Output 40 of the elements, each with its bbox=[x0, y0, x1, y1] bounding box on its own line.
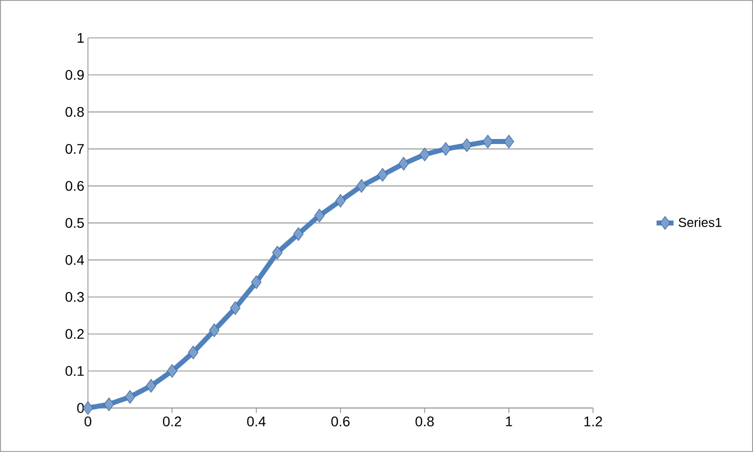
point bbox=[104, 398, 114, 412]
y-tick-label: 0.2 bbox=[66, 329, 84, 339]
x-tick-label: 1 bbox=[506, 416, 512, 426]
point bbox=[335, 194, 346, 208]
point bbox=[356, 179, 367, 193]
y-tick-label: 0.7 bbox=[66, 144, 84, 154]
x-tick-label: 0.2 bbox=[162, 416, 182, 426]
point bbox=[251, 275, 262, 290]
point bbox=[124, 390, 136, 404]
y-tick-label: 0 bbox=[77, 403, 84, 413]
y-tick-label: 0.8 bbox=[66, 107, 84, 117]
x-tick-label: 0.6 bbox=[331, 416, 350, 426]
point bbox=[398, 156, 409, 171]
x-tick-label: 0 bbox=[84, 416, 92, 426]
point bbox=[462, 138, 472, 152]
point bbox=[82, 401, 94, 415]
point bbox=[166, 364, 178, 378]
point bbox=[440, 142, 451, 156]
point bbox=[377, 168, 388, 182]
y-tick-label: 0.1 bbox=[66, 366, 84, 376]
point bbox=[314, 208, 325, 222]
point bbox=[272, 246, 283, 260]
point bbox=[504, 134, 514, 148]
point bbox=[188, 346, 198, 360]
point bbox=[420, 148, 430, 162]
point bbox=[482, 134, 493, 148]
point bbox=[293, 227, 304, 241]
x-tick-label: 0.8 bbox=[416, 416, 434, 426]
point bbox=[146, 379, 156, 393]
y-tick-label: 0.6 bbox=[66, 181, 84, 191]
y-tick-label: 0.5 bbox=[66, 218, 84, 228]
x-tick-label: 0.4 bbox=[247, 416, 266, 426]
legend-label: Series1 bbox=[678, 218, 722, 228]
y-tick-label: 0.4 bbox=[66, 255, 84, 265]
point bbox=[209, 324, 220, 338]
y-tick-label: 0.3 bbox=[66, 292, 84, 302]
point bbox=[230, 301, 240, 315]
x-tick-label: 1.2 bbox=[584, 416, 602, 426]
y-tick-label: 1 bbox=[78, 33, 84, 43]
y-tick-label: 0.9 bbox=[66, 70, 84, 80]
